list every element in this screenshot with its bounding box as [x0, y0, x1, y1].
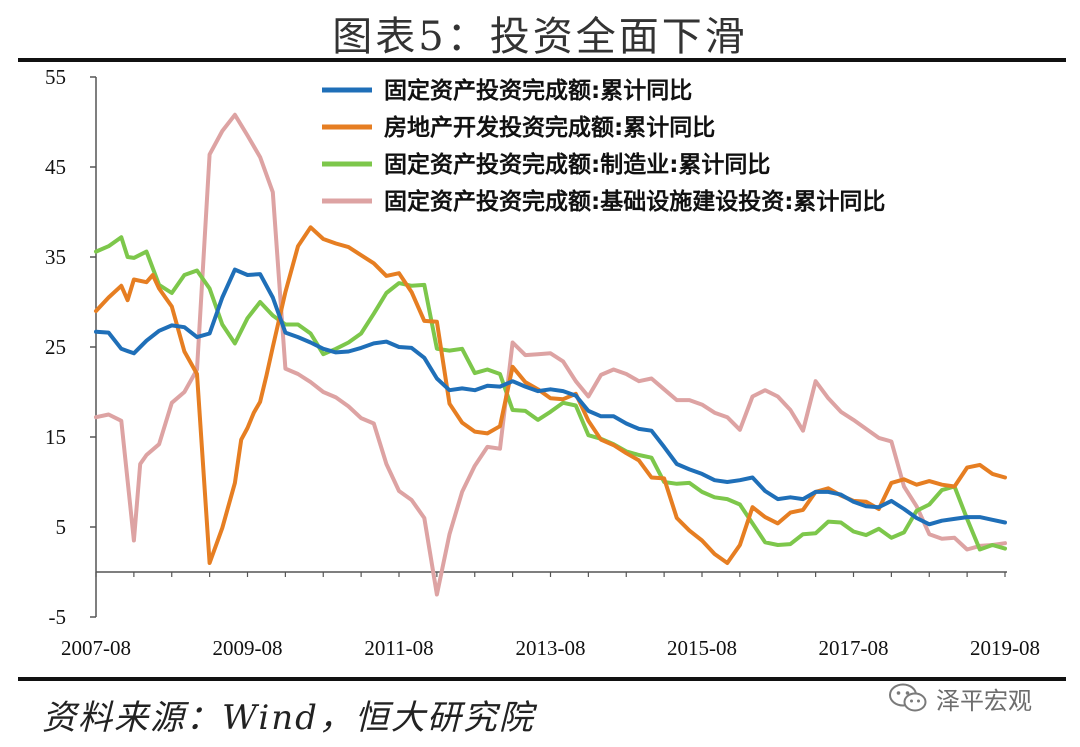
line-chart: 55 45 35 25 15 5 -5 2007-08 2009-08 2011-08 2013-0…	[45, 65, 1040, 660]
legend-label-2: 固定资产投资完成额:制造业:累计同比	[384, 151, 770, 178]
x-tick-label: 2009-08	[213, 636, 283, 660]
watermark: 泽平宏观	[888, 678, 1032, 718]
legend: 固定资产投资完成额:累计同比房地产开发投资完成额:累计同比固定资产投资完成额:制…	[322, 77, 885, 215]
y-tick-label: 55	[45, 65, 66, 89]
legend-label-3: 固定资产投资完成额:基础设施建设投资:累计同比	[384, 188, 885, 215]
y-tick-label: 45	[45, 155, 66, 179]
y-tick-label: 5	[56, 515, 67, 539]
series-line-0	[94, 267, 1007, 527]
chart-title: 图表5：投资全面下滑	[332, 14, 748, 60]
series-lines	[94, 112, 1007, 597]
x-tick-label: 2019-08	[970, 636, 1040, 660]
legend-label-1: 房地产开发投资完成额:累计同比	[384, 114, 715, 141]
series-line-3	[94, 112, 1007, 597]
bottom-rule	[18, 677, 1066, 681]
top-rule	[18, 58, 1066, 62]
x-tick-label: 2007-08	[61, 636, 131, 660]
legend-label-0: 固定资产投资完成额:累计同比	[384, 77, 692, 104]
x-tick-label: 2015-08	[667, 636, 737, 660]
axes: 55 45 35 25 15 5 -5 2007-08 2009-08 2011-08 2013-0…	[45, 65, 1040, 660]
source-note: 资料来源：Wind，恒大研究院	[42, 698, 535, 738]
x-tick-label: 2011-08	[364, 636, 433, 660]
y-tick-label: 35	[45, 245, 66, 269]
x-tick-label: 2013-08	[516, 636, 586, 660]
y-tick-label: 15	[45, 425, 66, 449]
y-tick-label: 25	[45, 335, 66, 359]
wechat-icon	[888, 682, 928, 714]
watermark-text: 泽平宏观	[936, 686, 1032, 715]
x-tick-label: 2017-08	[819, 636, 889, 660]
y-tick-label: -5	[49, 605, 67, 629]
series-line-2	[94, 235, 1007, 552]
